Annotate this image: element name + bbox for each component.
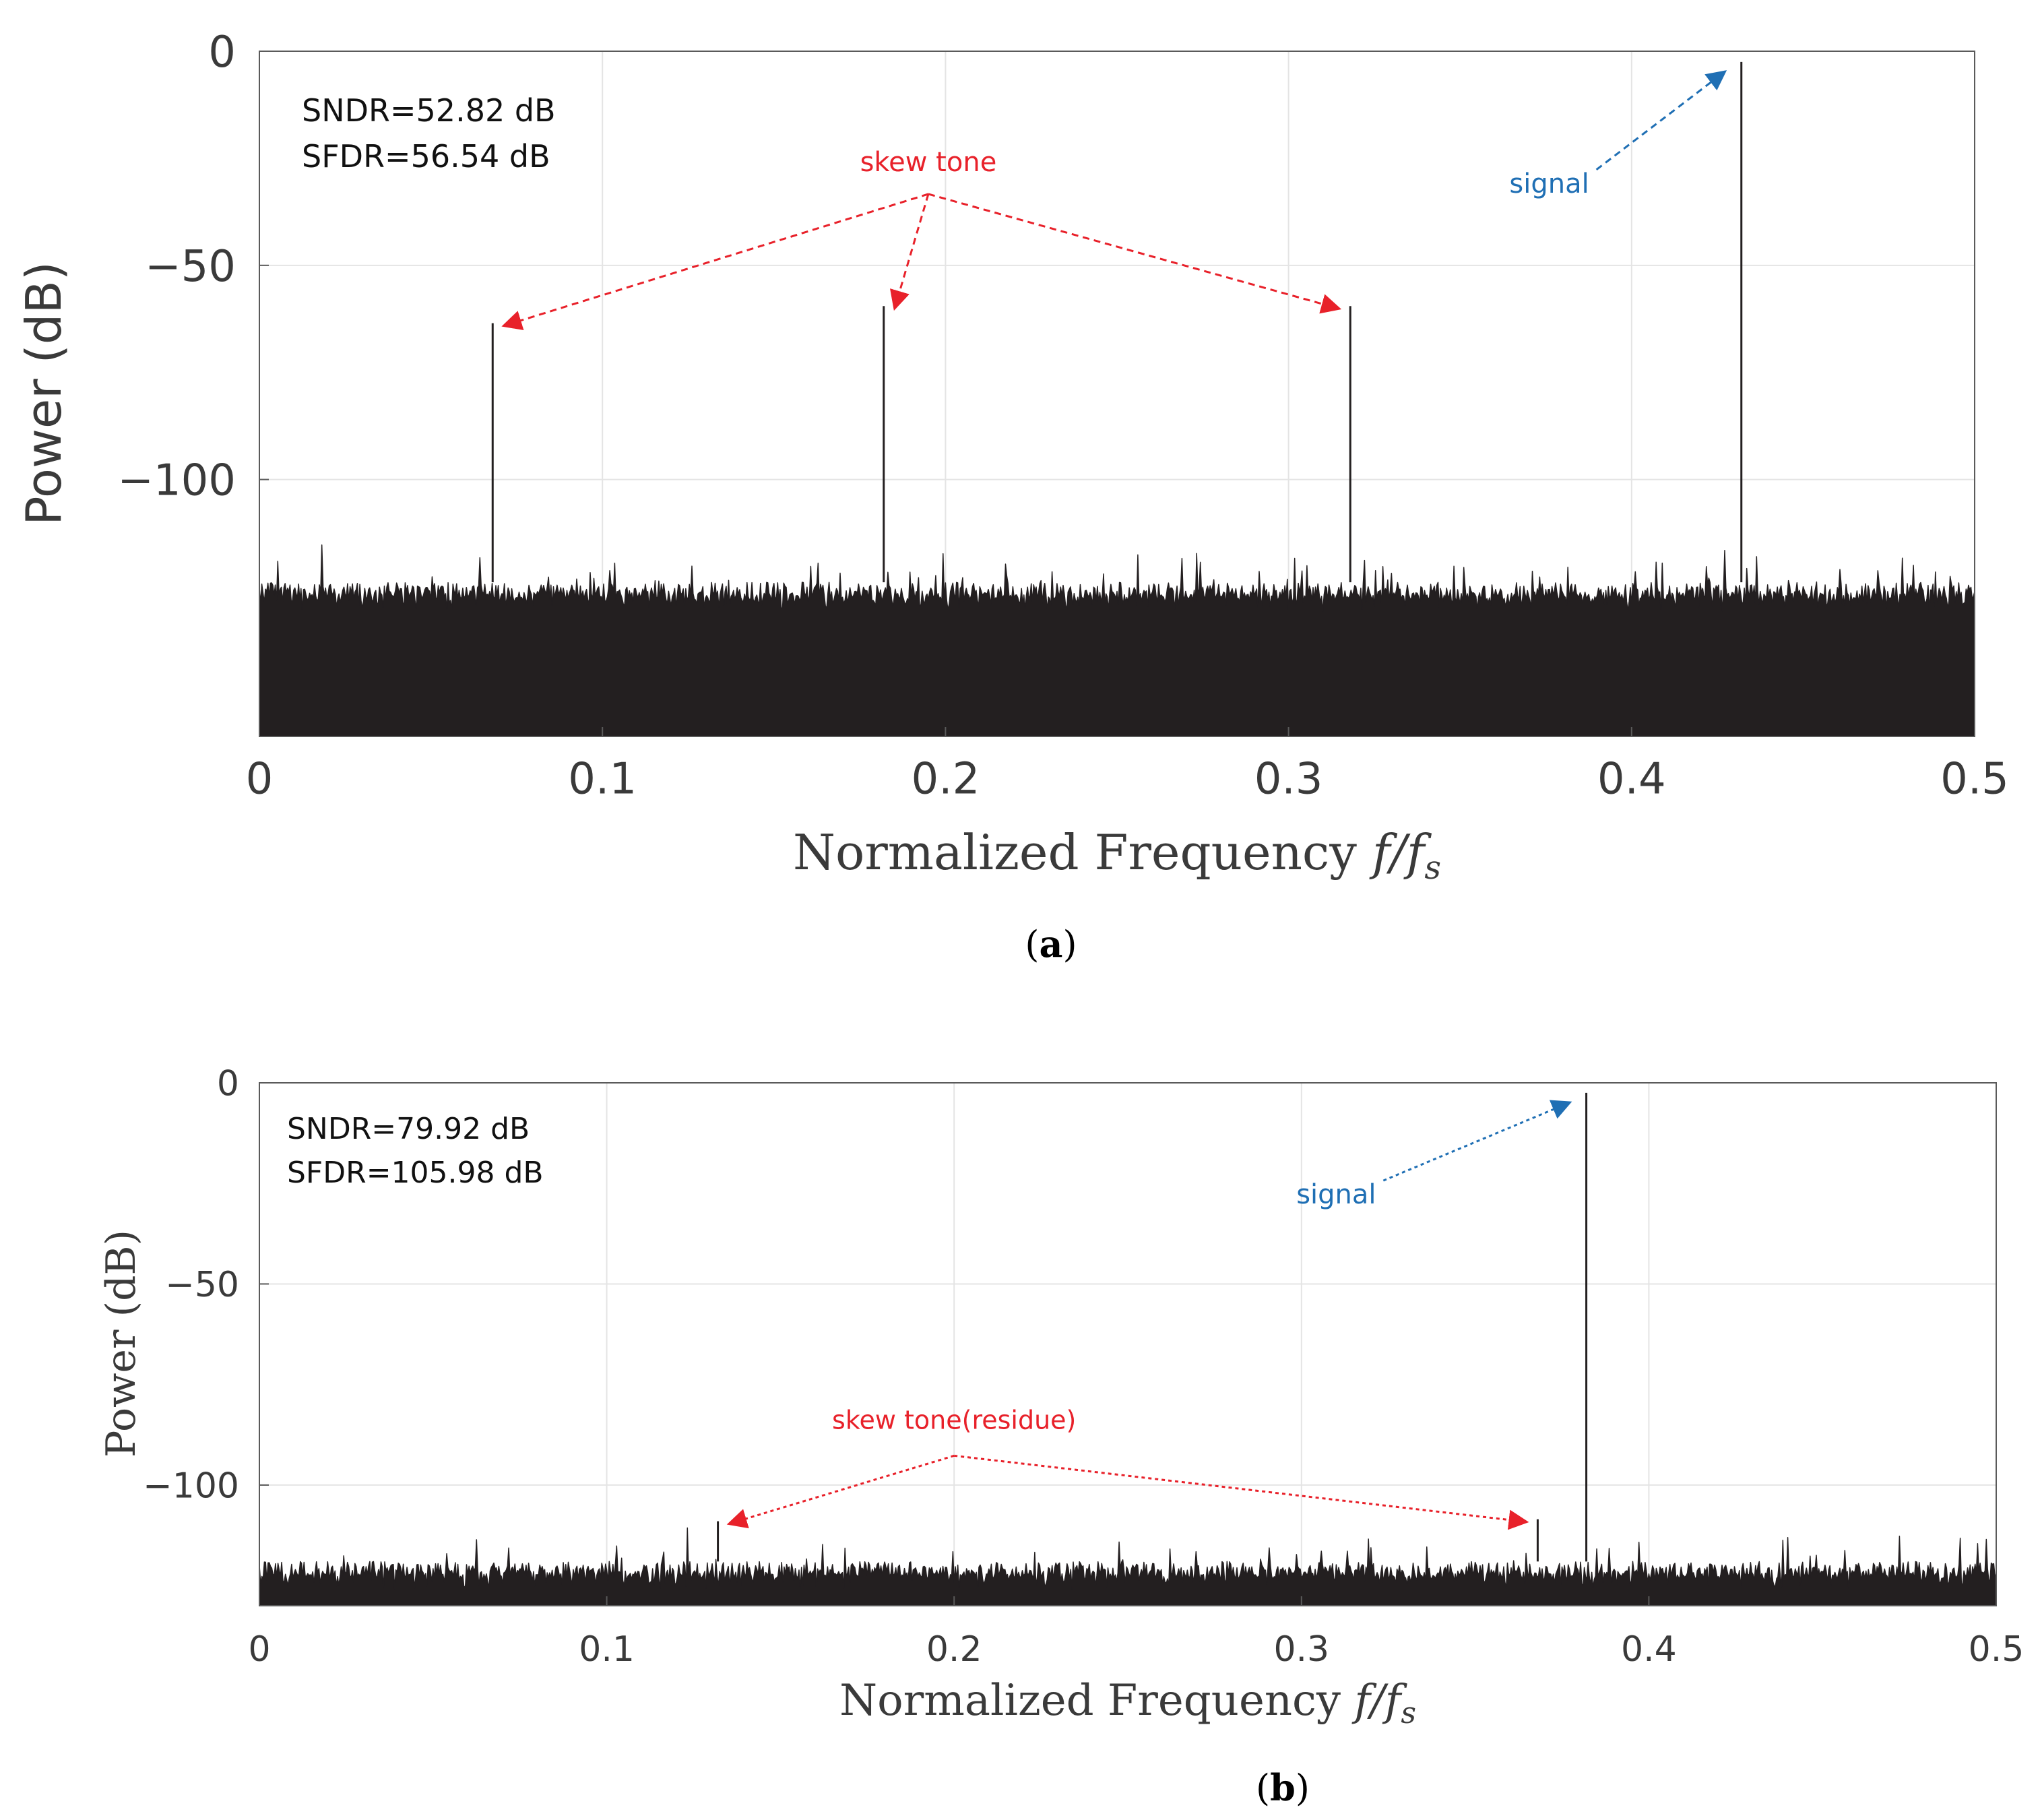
panel-a-xtick-label: 0.2 <box>912 754 980 804</box>
panel-a: 0 0.1 0.2 0.3 0.4 0.5 0 −50 −100 Power (dB) Nor… <box>15 28 2009 966</box>
panel-b-caption: (b) <box>1256 1766 1310 1809</box>
panel-a-sndr: SNDR=52.82 dB <box>302 92 556 129</box>
panel-b-skew-tone-label: skew tone(residue) <box>832 1405 1076 1435</box>
panel-a-axes-box <box>259 51 1975 737</box>
panel-a-grid <box>259 51 1975 736</box>
panel-b-ytick-label: 0 <box>217 1064 239 1104</box>
panel-b-tones <box>717 1092 1588 1562</box>
panel-b-xtick-label: 0.2 <box>926 1629 982 1670</box>
panel-b-annotations: skew tone(residue) signal <box>726 1100 1572 1530</box>
panel-a-xlabel: Normalized Frequency f/fs <box>793 824 1441 887</box>
panel-b-xticks: 0 0.1 0.2 0.3 0.4 0.5 <box>248 1596 2024 1670</box>
panel-b-grid <box>259 1083 1996 1606</box>
panel-a-xticks: 0 0.1 0.2 0.3 0.4 0.5 <box>246 727 2009 804</box>
panel-a-xtick-label: 0.4 <box>1597 754 1666 804</box>
panel-a-noise-trace <box>259 544 1975 737</box>
panel-b-signal-arrow <box>1382 1100 1572 1182</box>
panel-a-ytick-label: −50 <box>145 242 236 292</box>
panel-b-noise-floor <box>259 1527 1997 1606</box>
panel-a-xtick-label: 0 <box>246 754 274 804</box>
panel-a-ytick-label: 0 <box>208 28 236 77</box>
panel-a-signal-arrow <box>1595 70 1727 170</box>
panel-b-ytick-label: −50 <box>165 1265 239 1305</box>
panel-b-xtick-label: 0.4 <box>1621 1629 1677 1670</box>
panel-a-skew-tone-arrow <box>889 193 930 311</box>
panel-a-signal-label: signal <box>1509 168 1589 199</box>
panel-b: 0 0.1 0.2 0.3 0.4 0.5 0 −50 −100 Power (dB) Nor… <box>98 1064 2024 1809</box>
panel-b-sfdr: SFDR=105.98 dB <box>287 1156 544 1190</box>
panel-b-xtick-label: 0.3 <box>1273 1629 1329 1670</box>
panel-b-sndr: SNDR=79.92 dB <box>287 1112 530 1146</box>
panel-b-xlabel: Normalized Frequency f/fs <box>839 1676 1416 1730</box>
panel-b-noise-trace <box>259 1527 1997 1606</box>
panel-b-skew-tone-arrow <box>726 1454 955 1529</box>
panel-a-caption: (a) <box>1025 922 1077 966</box>
panel-b-xtick-label: 0.1 <box>579 1629 635 1670</box>
panel-b-ytick-label: −100 <box>143 1466 239 1507</box>
panel-a-noise-floor <box>259 544 1975 737</box>
panel-a-xtick-label: 0.3 <box>1254 754 1323 804</box>
panel-a-tones <box>491 61 1743 583</box>
panel-a-skew-tone-arrow <box>928 193 1342 314</box>
panel-a-yticks: 0 −50 −100 <box>117 28 269 506</box>
panel-b-yticks: 0 −50 −100 <box>143 1064 269 1507</box>
panel-b-ylabel: Power (dB) <box>98 1230 145 1457</box>
panel-a-skew-tone-arrow <box>501 193 929 330</box>
panel-a-ytick-label: −100 <box>117 456 236 506</box>
panel-b-skew-tone-arrow <box>954 1454 1529 1530</box>
panel-b-xtick-label: 0 <box>248 1629 270 1670</box>
panel-a-annotations: skew tone signal <box>501 70 1727 330</box>
panel-b-signal-label: signal <box>1296 1179 1376 1210</box>
panel-a-ylabel: Power (dB) <box>15 261 72 526</box>
panel-a-xtick-label: 0.5 <box>1940 754 2009 804</box>
panel-a-sfdr: SFDR=56.54 dB <box>302 138 550 175</box>
panel-b-xtick-label: 0.5 <box>1969 1629 2025 1670</box>
panel-a-skew-tone-label: skew tone <box>860 147 997 178</box>
panel-a-xtick-label: 0.1 <box>568 754 637 804</box>
panel-b-axes-box <box>259 1082 1997 1606</box>
